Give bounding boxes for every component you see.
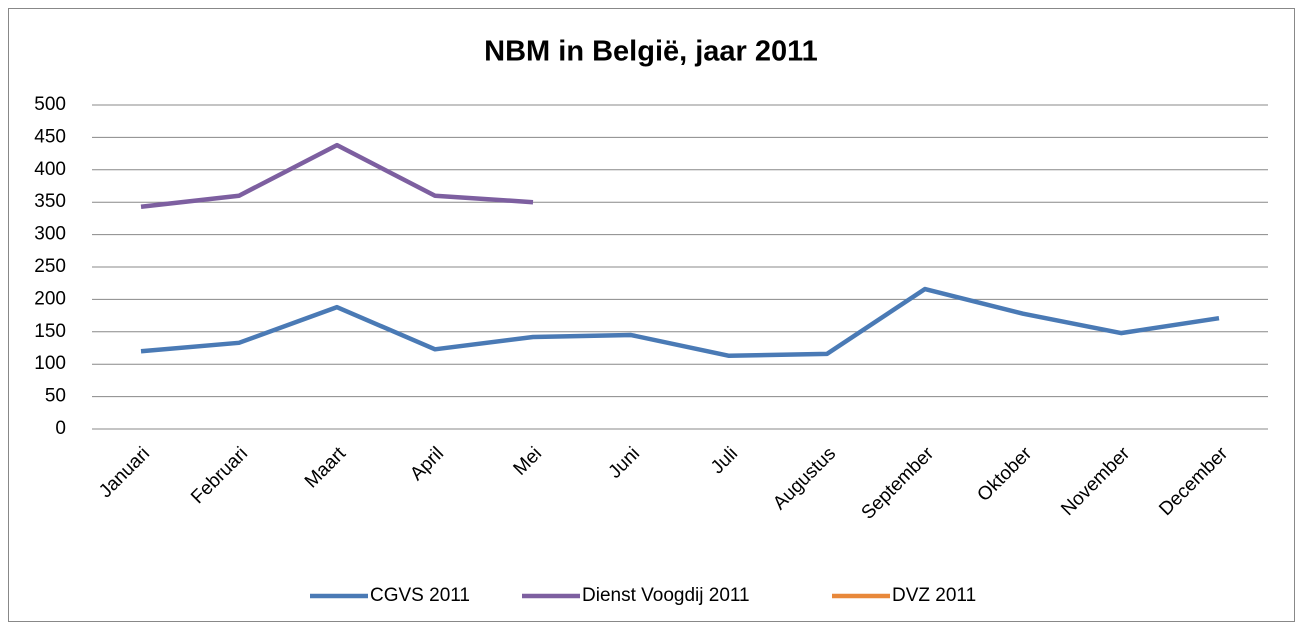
y-tick-label: 500	[34, 94, 66, 115]
line-series	[140, 142, 534, 209]
chart-title: NBM in België, jaar 2011	[484, 36, 818, 68]
legend-label: Dienst Voogdij 2011	[582, 585, 750, 606]
y-tick-label: 100	[34, 353, 66, 374]
y-tick-label: 150	[34, 321, 66, 342]
y-tick-label: 50	[45, 386, 66, 407]
y-tick-label: 450	[34, 126, 66, 147]
y-tick-label: 0	[55, 418, 66, 439]
legend-label: CGVS 2011	[370, 585, 470, 606]
legend-label: DVZ 2011	[892, 585, 976, 606]
line-series	[140, 286, 1220, 359]
y-tick-label: 350	[34, 191, 66, 212]
y-tick-label: 400	[34, 159, 66, 180]
y-tick-label: 200	[34, 288, 66, 309]
y-tick-label: 250	[34, 256, 66, 277]
y-tick-label: 300	[34, 224, 66, 245]
chart-border	[8, 8, 1295, 622]
